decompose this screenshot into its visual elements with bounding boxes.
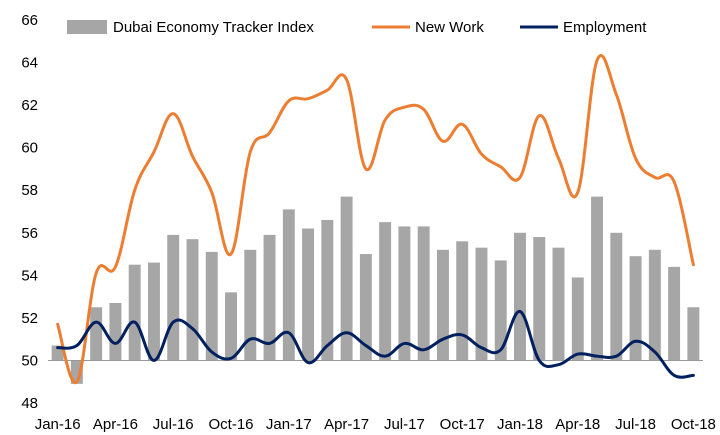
y-tick-label: 60 — [21, 140, 38, 157]
x-tick-label: Jul-16 — [153, 416, 194, 433]
x-axis-tick-labels: Jan-16 Apr-16 Jul-16 Oct-16 Jan-17 Apr-17 Jul-… — [35, 416, 716, 433]
y-tick-label: 64 — [21, 55, 38, 72]
bar — [70, 360, 83, 384]
bar — [90, 307, 103, 361]
bar — [629, 256, 642, 361]
bar — [552, 247, 565, 361]
legend: Dubai Economy Tracker Index New Work Emplo… — [67, 19, 647, 36]
bar — [51, 345, 64, 361]
bar — [687, 307, 700, 361]
bar — [205, 251, 218, 361]
bar — [417, 226, 430, 361]
x-tick-label: Apr-17 — [324, 416, 369, 433]
x-tick-label: Jan-17 — [266, 416, 312, 433]
y-tick-label: 66 — [21, 12, 38, 29]
bar — [340, 196, 353, 361]
bar — [610, 232, 623, 361]
y-tick-label: 48 — [21, 395, 38, 412]
bar — [648, 249, 661, 361]
x-tick-label: Jul-17 — [384, 416, 425, 433]
x-tick-label: Jul-18 — [615, 416, 656, 433]
bar — [359, 254, 372, 361]
bar — [109, 302, 122, 361]
bar — [321, 220, 334, 361]
line-employment — [56, 310, 695, 379]
bar — [244, 249, 257, 361]
y-tick-label: 62 — [21, 97, 38, 114]
legend-label: Dubai Economy Tracker Index — [113, 19, 314, 36]
x-tick-label: Apr-18 — [555, 416, 600, 433]
y-tick-label: 58 — [21, 182, 38, 199]
line-series-group — [56, 54, 695, 385]
bar — [128, 264, 141, 361]
y-tick-label: 54 — [21, 267, 38, 284]
x-tick-label: Oct-18 — [671, 416, 716, 433]
bar — [225, 292, 237, 361]
x-tick-label: Jan-18 — [497, 416, 543, 433]
bar — [263, 234, 276, 361]
y-axis-tick-labels: 48 50 52 54 56 58 60 62 64 66 — [21, 12, 38, 412]
bar-series-economy-tracker — [51, 196, 700, 384]
bar — [668, 266, 681, 361]
bar — [302, 228, 315, 361]
bar — [591, 196, 604, 361]
legend-label: New Work — [415, 19, 484, 36]
bar — [167, 234, 180, 361]
bar — [571, 277, 584, 361]
bar — [398, 226, 411, 361]
x-tick-label: Apr-16 — [93, 416, 138, 433]
bar — [436, 249, 449, 361]
bar — [475, 247, 488, 361]
x-tick-label: Oct-16 — [209, 416, 254, 433]
x-tick-label: Jan-16 — [35, 416, 81, 433]
bar — [379, 222, 392, 361]
y-tick-label: 52 — [21, 310, 38, 327]
x-tick-label: Oct-17 — [440, 416, 485, 433]
bar — [186, 239, 199, 361]
legend-label: Employment — [563, 19, 647, 36]
bar — [282, 209, 295, 361]
bar — [456, 241, 469, 361]
y-tick-label: 50 — [21, 352, 38, 369]
bar — [494, 260, 507, 361]
line-new-work — [56, 54, 695, 385]
bar — [147, 262, 160, 361]
y-tick-label: 56 — [21, 225, 38, 242]
bar — [533, 237, 546, 361]
legend-swatch-economy-tracker — [67, 20, 107, 34]
bar — [514, 232, 526, 361]
